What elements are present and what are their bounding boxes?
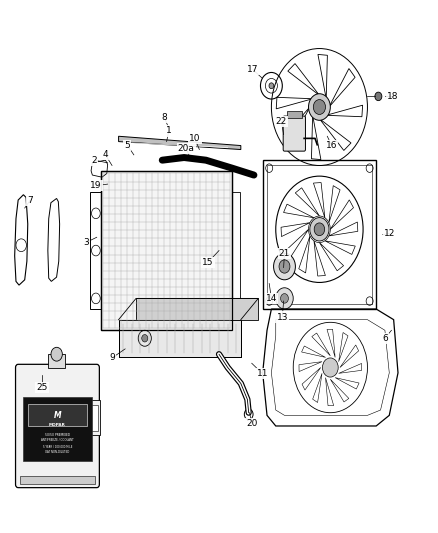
Circle shape bbox=[51, 348, 62, 361]
Text: M: M bbox=[53, 410, 61, 419]
Bar bbox=[101, 171, 232, 330]
Bar bbox=[28, 403, 87, 426]
Text: MOPAR: MOPAR bbox=[49, 423, 66, 427]
Circle shape bbox=[142, 335, 148, 342]
FancyBboxPatch shape bbox=[15, 365, 99, 488]
Text: 13: 13 bbox=[276, 312, 288, 321]
Bar bbox=[232, 192, 240, 309]
Circle shape bbox=[313, 100, 325, 115]
Circle shape bbox=[269, 83, 274, 88]
Text: 6: 6 bbox=[382, 334, 388, 343]
Text: 20a: 20a bbox=[178, 144, 195, 153]
Circle shape bbox=[310, 217, 329, 241]
Circle shape bbox=[314, 223, 325, 236]
Circle shape bbox=[308, 94, 330, 120]
Bar bbox=[23, 398, 92, 461]
Bar bbox=[263, 160, 376, 309]
Text: 18: 18 bbox=[387, 92, 399, 101]
Bar bbox=[48, 354, 65, 368]
Text: 1: 1 bbox=[166, 126, 172, 135]
Polygon shape bbox=[119, 136, 241, 150]
Bar bbox=[90, 192, 101, 309]
Text: 7: 7 bbox=[28, 196, 33, 205]
Circle shape bbox=[322, 358, 338, 377]
Text: 25: 25 bbox=[36, 383, 48, 392]
Text: 50/50 PREMIXED: 50/50 PREMIXED bbox=[45, 433, 70, 437]
Circle shape bbox=[375, 92, 382, 101]
Text: 3: 3 bbox=[83, 238, 89, 247]
Text: 22: 22 bbox=[276, 117, 287, 126]
Bar bbox=[119, 320, 241, 357]
Text: 5 YEAR / 100,000 MILE: 5 YEAR / 100,000 MILE bbox=[43, 445, 72, 449]
Text: 12: 12 bbox=[384, 229, 395, 238]
Circle shape bbox=[281, 294, 288, 303]
Bar bbox=[119, 320, 241, 357]
Text: 19: 19 bbox=[90, 181, 102, 190]
Bar bbox=[267, 165, 372, 304]
Polygon shape bbox=[69, 405, 98, 431]
Text: 9: 9 bbox=[109, 353, 115, 362]
Text: 21: 21 bbox=[279, 249, 290, 258]
Text: 4: 4 bbox=[102, 150, 108, 159]
Circle shape bbox=[276, 288, 293, 309]
Polygon shape bbox=[67, 400, 100, 435]
Text: OAT NON-DILUTED: OAT NON-DILUTED bbox=[45, 450, 70, 454]
FancyBboxPatch shape bbox=[283, 116, 305, 151]
Text: 8: 8 bbox=[162, 113, 167, 122]
Text: 16: 16 bbox=[326, 141, 337, 150]
Text: 17: 17 bbox=[247, 66, 259, 74]
Text: 5: 5 bbox=[124, 141, 130, 150]
Text: 10: 10 bbox=[189, 134, 201, 143]
Bar bbox=[136, 298, 258, 320]
Text: ANTIFREEZE / COOLANT: ANTIFREEZE / COOLANT bbox=[41, 438, 74, 442]
Bar bbox=[287, 111, 302, 118]
Circle shape bbox=[279, 260, 290, 273]
Text: 2: 2 bbox=[92, 156, 97, 165]
Text: 14: 14 bbox=[266, 294, 277, 303]
Text: 15: 15 bbox=[202, 258, 214, 266]
Bar bbox=[101, 171, 232, 330]
Bar bbox=[20, 477, 95, 484]
Circle shape bbox=[274, 253, 295, 280]
Text: 20: 20 bbox=[246, 419, 258, 428]
Text: 11: 11 bbox=[257, 369, 268, 378]
